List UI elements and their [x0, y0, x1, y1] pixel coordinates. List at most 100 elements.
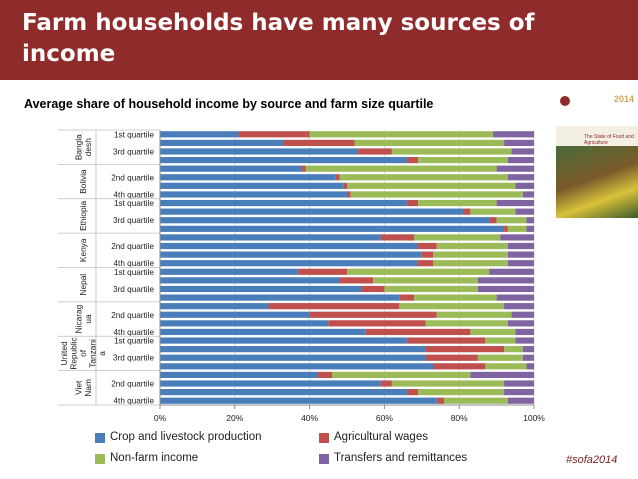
bar-2-1-s1 — [462, 208, 471, 215]
country-label-line: Nam — [83, 379, 93, 397]
bar-5-2-s3 — [507, 320, 534, 327]
bar-4-2-s0 — [160, 285, 362, 293]
bar-3-2-s3 — [507, 251, 534, 258]
bar-0-2-s0 — [160, 148, 359, 155]
bar-4-0-s0 — [160, 268, 299, 275]
x-tick-label-0: 0% — [154, 413, 167, 423]
row-label-0-0: 1st quartile — [114, 130, 154, 139]
country-label-line: Tanzani — [88, 339, 98, 368]
legend-label-nonfarm: Non-farm income — [110, 452, 199, 464]
bar-7-1-s0 — [160, 380, 381, 387]
row-label-7-3: 4th quartile — [113, 397, 154, 406]
bar-3-0-s3 — [500, 234, 534, 241]
bar-6-0-s2 — [485, 337, 516, 344]
bar-1-0-s2 — [305, 165, 497, 172]
legend-label-wages: Agricultural wages — [334, 431, 428, 443]
bar-3-3-s0 — [160, 260, 419, 267]
report-cover-thumbnail: 2014 The State of Food and Agriculture — [556, 88, 638, 218]
bar-3-3-s1 — [418, 260, 434, 267]
country-label-1: Bolivia — [78, 169, 88, 194]
bar-6-1-s1 — [425, 346, 505, 353]
fao-logo-icon — [560, 96, 570, 106]
slide-title: Farm households have many sources of inc… — [22, 10, 535, 67]
bar-1-1-s0 — [160, 174, 336, 181]
bar-6-3-s1 — [433, 363, 486, 370]
bar-5-1-s1 — [309, 311, 437, 318]
bar-5-1-s3 — [511, 311, 534, 318]
country-label-line: Nepal — [78, 274, 88, 296]
bar-3-1-s0 — [160, 242, 419, 250]
bar-5-0-s1 — [268, 303, 400, 310]
bar-2-2-s3 — [526, 217, 534, 224]
row-label-5-1: 2nd quartile — [111, 311, 154, 320]
x-tick-label-2: 40% — [301, 413, 318, 423]
bar-2-0-s0 — [160, 199, 407, 207]
bar-6-1-s3 — [522, 346, 534, 353]
bar-6-0-s1 — [406, 337, 486, 344]
bar-1-2-s2 — [347, 182, 516, 189]
country-label-6: UnitedRepublicofTanzania — [59, 337, 107, 369]
bar-6-3-s0 — [160, 363, 434, 370]
country-label-line: Bangla — [73, 134, 83, 160]
bar-5-3-s1 — [365, 328, 471, 336]
row-label-2-0: 1st quartile — [114, 199, 154, 208]
country-label-line: Viet — [73, 380, 83, 395]
bar-1-2-s1 — [343, 182, 347, 189]
row-label-4-0: 1st quartile — [114, 268, 154, 277]
bar-0-3-s1 — [406, 156, 419, 164]
bar-6-2-s3 — [522, 354, 534, 361]
bar-0-1-s3 — [504, 139, 534, 146]
hashtag: #sofa2014 — [566, 454, 618, 466]
row-label-3-3: 4th quartile — [113, 259, 154, 268]
legend-swatch-transfers — [319, 454, 329, 464]
country-label-line: Republic — [69, 337, 79, 369]
country-label-line: Kenya — [78, 238, 88, 262]
bar-6-3-s2 — [485, 363, 527, 370]
row-label-2-2: 3rd quartile — [113, 216, 154, 225]
country-label-line: a — [97, 351, 107, 356]
bar-7-2-s3 — [504, 389, 534, 396]
cover-photo — [556, 146, 638, 218]
bar-4-0-s1 — [298, 268, 347, 275]
bar-3-1-s3 — [507, 242, 534, 250]
country-label-2: Ethiopia — [78, 201, 88, 231]
bar-2-3-s2 — [507, 225, 527, 232]
bar-1-2-s0 — [160, 182, 344, 189]
bar-0-1-s2 — [354, 139, 505, 146]
bar-3-0-s0 — [160, 234, 381, 241]
cover-year: 2014 — [613, 94, 634, 104]
bar-1-2-s3 — [515, 182, 534, 189]
bar-4-0-s3 — [489, 268, 534, 275]
bar-5-0-s0 — [160, 303, 269, 310]
bar-2-2-s2 — [496, 217, 527, 224]
row-label-1-1: 2nd quartile — [111, 173, 154, 182]
bar-0-2-s1 — [358, 148, 392, 155]
legend-swatch-crop — [95, 433, 105, 443]
bar-2-2-s1 — [489, 217, 497, 224]
row-label-4-2: 3rd quartile — [113, 285, 154, 294]
bar-3-3-s3 — [507, 260, 534, 267]
bar-7-3-s3 — [507, 397, 534, 404]
title-banner: Farm households have many sources of inc… — [0, 0, 638, 80]
bar-2-1-s2 — [470, 208, 516, 215]
bar-4-1-s1 — [339, 277, 374, 284]
country-label-7: VietNam — [73, 379, 93, 397]
row-label-6-2: 3rd quartile — [113, 354, 154, 363]
cover-title: The State of Food and Agriculture — [584, 134, 634, 146]
bar-7-3-s2 — [444, 397, 508, 404]
bar-2-3-s3 — [526, 225, 534, 232]
country-label-line: desh — [83, 138, 93, 156]
bar-7-3-s0 — [160, 397, 437, 404]
row-label-7-1: 2nd quartile — [111, 380, 154, 389]
bar-3-0-s2 — [414, 234, 501, 241]
country-label-line: United — [59, 341, 69, 365]
bar-1-3-s2 — [350, 191, 523, 198]
bar-5-0-s3 — [504, 303, 534, 310]
bar-7-1-s2 — [391, 380, 505, 387]
bar-0-0-s3 — [492, 131, 534, 138]
country-label-5: Nicaragua — [73, 304, 93, 333]
bar-0-2-s2 — [391, 148, 512, 155]
bar-7-2-s2 — [418, 389, 505, 396]
country-label-line: Bolivia — [78, 169, 88, 194]
